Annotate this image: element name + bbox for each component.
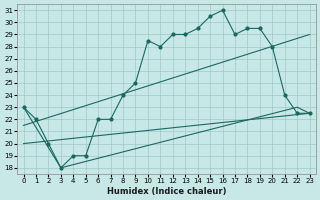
X-axis label: Humidex (Indice chaleur): Humidex (Indice chaleur) [107, 187, 226, 196]
